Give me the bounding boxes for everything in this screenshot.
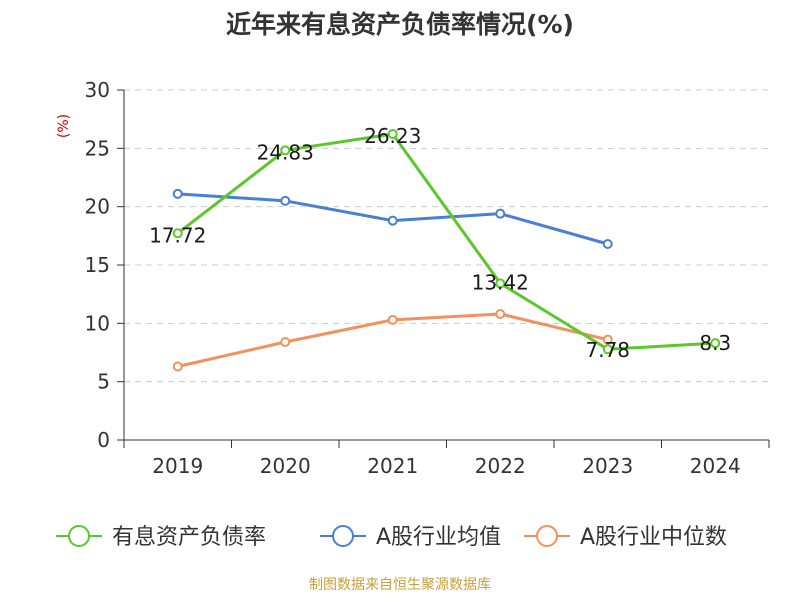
data-label: 7.78 (585, 338, 630, 362)
series-line (176, 132, 716, 351)
legend-item[interactable]: 有息资产负债率 (56, 525, 266, 550)
x-tick-label: 2023 (582, 454, 633, 478)
legend-item[interactable]: A股行业均值 (320, 525, 501, 550)
legend-marker (68, 525, 90, 547)
data-point (172, 228, 183, 239)
y-tick-label: 30 (85, 78, 110, 102)
x-tick-label: 2022 (475, 454, 526, 478)
axes: 0 5 10 15 20 25 30 2019 2020 2021 2022 2023 2024 (85, 78, 770, 478)
y-tick-label: 0 (97, 428, 110, 452)
data-point (602, 334, 613, 345)
data-point (602, 239, 613, 249)
data-point (495, 309, 506, 319)
y-tick-label: 10 (85, 311, 110, 335)
x-tick-label: 2024 (690, 454, 741, 478)
series-2 (172, 309, 613, 372)
data-point (387, 314, 398, 325)
data-point (172, 361, 183, 372)
y-tick-label: 25 (85, 136, 110, 160)
data-point (387, 128, 398, 139)
data-point (710, 338, 721, 349)
data-point (172, 188, 183, 199)
series-1 (172, 188, 613, 249)
legend-marker (332, 525, 354, 547)
legend-label: A股行业中位数 (580, 525, 727, 550)
y-tick-label: 15 (85, 253, 110, 277)
x-tick-label: 2019 (152, 454, 203, 478)
y-axis-unit-label: (%) (56, 114, 72, 138)
x-tick-label: 2020 (260, 454, 311, 478)
data-point (495, 278, 506, 289)
grid-lines (124, 89, 769, 383)
legend-label: A股行业均值 (376, 525, 501, 550)
data-point (602, 344, 613, 355)
data-point (387, 215, 398, 226)
series-layer (172, 128, 721, 372)
y-tick-label: 5 (97, 370, 110, 394)
series-0 (172, 128, 721, 355)
data-labels: 17.72 24.83 26.23 13.42 7.78 8.3 (149, 124, 731, 362)
y-tick-label: 20 (85, 195, 110, 219)
x-tick-label: 2021 (367, 454, 418, 478)
data-point (280, 145, 291, 156)
data-label: 13.42 (472, 270, 529, 294)
legend-item[interactable]: A股行业中位数 (524, 525, 727, 550)
data-point (280, 337, 291, 347)
data-label: 26.23 (364, 124, 421, 148)
data-point (495, 208, 506, 219)
legend-label: 有息资产负债率 (112, 525, 266, 550)
legend-marker (536, 525, 558, 547)
data-label: 24.83 (257, 140, 314, 164)
legend: 有息资产负债率 A股行业均值 A股行业中位数 (56, 525, 727, 550)
chart-title: 近年来有息资产负债率情况(%) (226, 10, 574, 39)
source-footnote: 制图数据来自恒生聚源数据库 (309, 577, 491, 593)
data-label: 17.72 (149, 223, 206, 247)
data-label: 8.3 (699, 331, 731, 355)
data-point (280, 195, 291, 206)
